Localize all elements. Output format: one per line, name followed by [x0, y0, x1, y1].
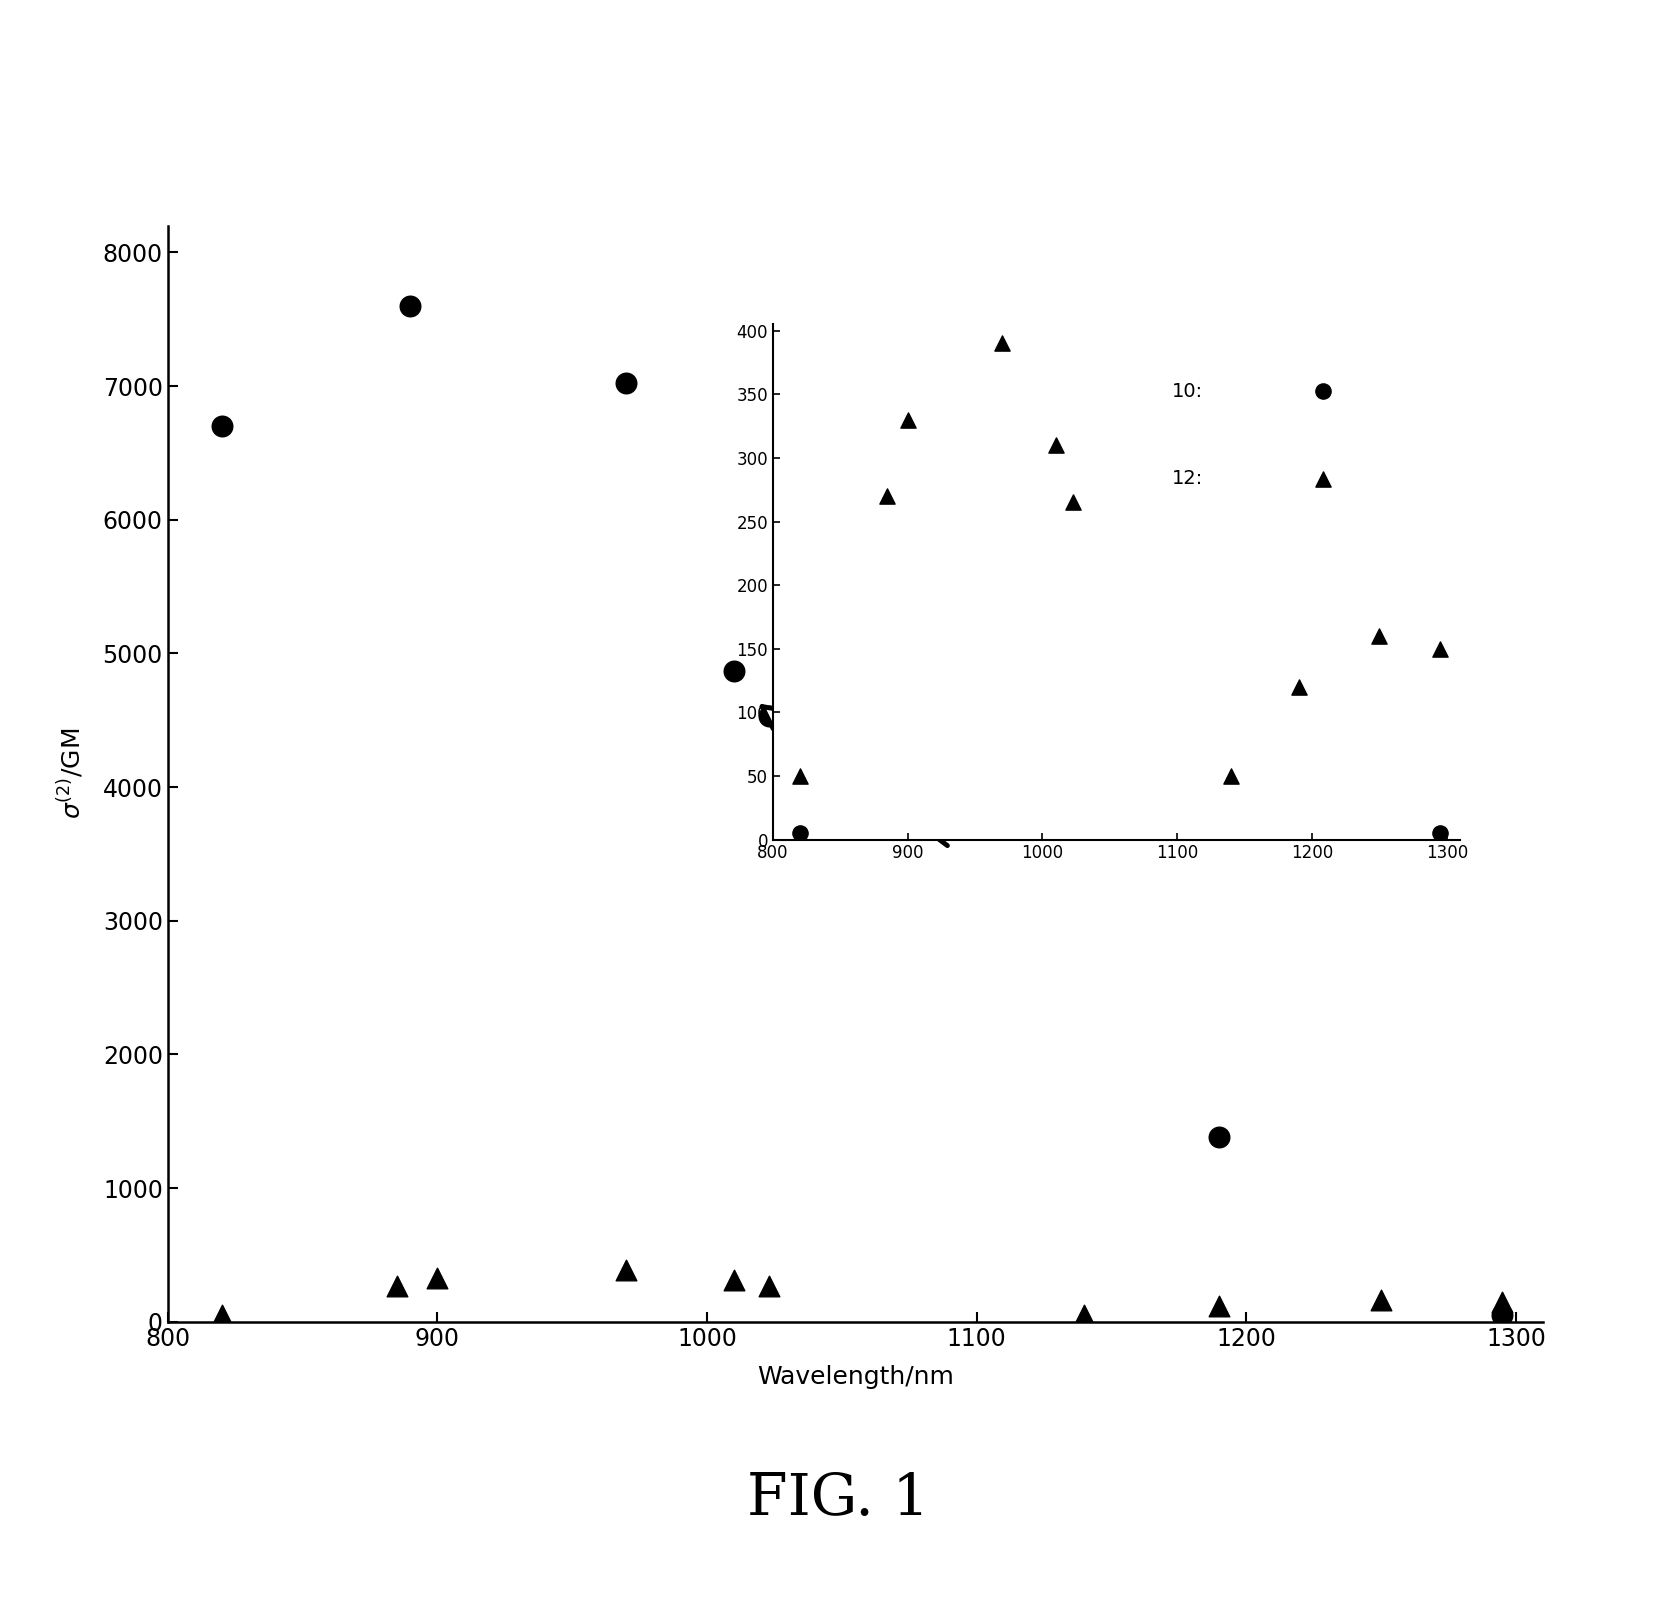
Text: 12:: 12: [1172, 469, 1202, 488]
Text: 10:: 10: [1172, 382, 1202, 401]
Point [756, 1273, 783, 1299]
Point [208, 1302, 235, 1328]
Point [1427, 821, 1454, 846]
Text: FIG. 1: FIG. 1 [748, 1472, 929, 1527]
Point [894, 406, 921, 432]
Point [424, 1265, 451, 1291]
Point [1206, 1293, 1233, 1319]
Point [787, 762, 813, 788]
Point [988, 330, 1015, 356]
Point [1489, 1290, 1516, 1315]
Y-axis label: $\sigma^{(2)}$/GM: $\sigma^{(2)}$/GM [55, 729, 86, 819]
Point [874, 484, 901, 509]
Point [1218, 762, 1244, 788]
Point [208, 413, 235, 438]
Point [612, 371, 639, 397]
Point [1043, 432, 1070, 458]
X-axis label: Wavelength/nm: Wavelength/nm [756, 1365, 954, 1388]
Point [721, 1267, 748, 1293]
Point [397, 293, 424, 319]
Point [1206, 1125, 1233, 1151]
Point [1060, 490, 1087, 516]
Point [787, 821, 813, 846]
Point [1427, 635, 1454, 661]
Point [1072, 1302, 1098, 1328]
Point [1368, 1288, 1395, 1314]
Point [721, 658, 748, 683]
Point [1489, 1302, 1516, 1328]
Point [384, 1273, 411, 1299]
Point [1285, 674, 1311, 700]
Point [612, 1257, 639, 1283]
Point [756, 703, 783, 729]
Point [1367, 624, 1394, 650]
